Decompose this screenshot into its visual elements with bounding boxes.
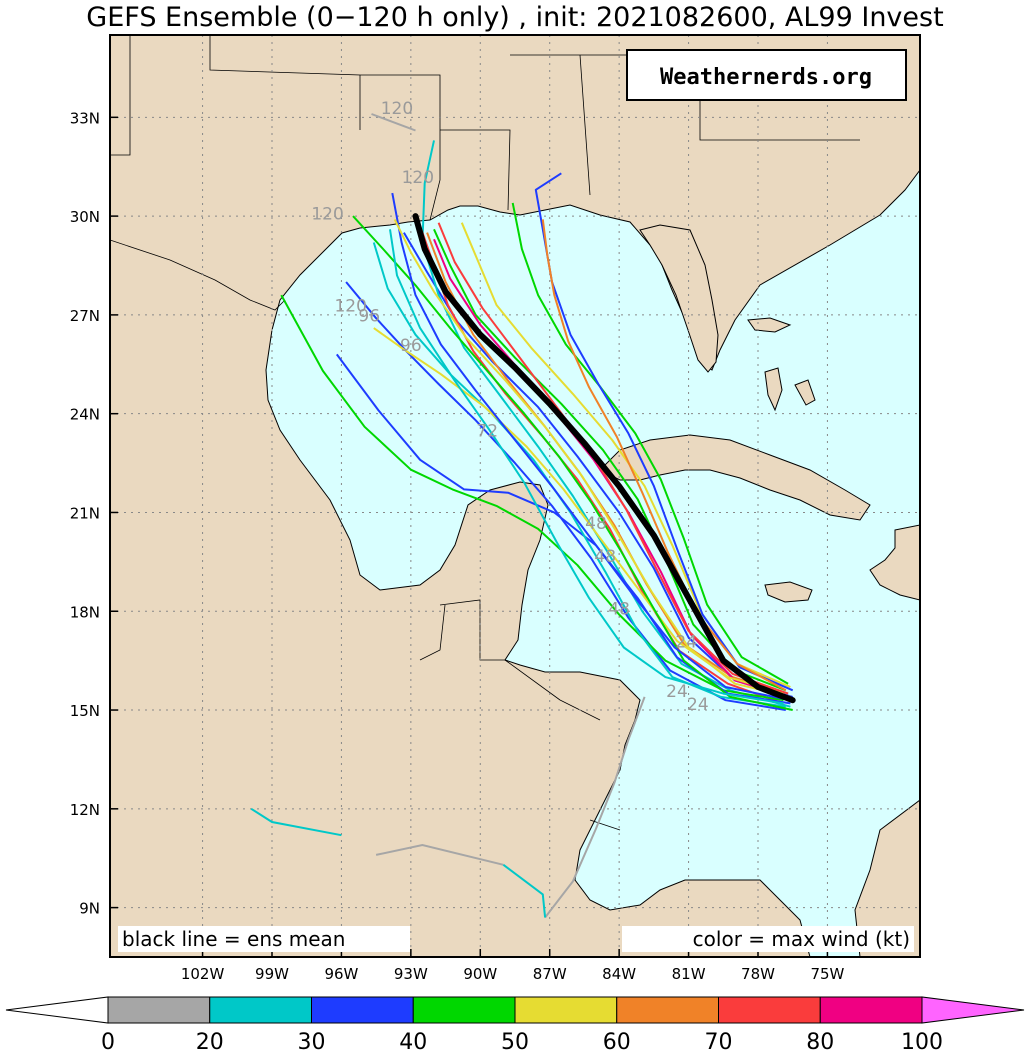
map-frame	[109, 34, 921, 958]
member-track-16	[541, 219, 787, 692]
member-track-8	[280, 294, 784, 702]
lat-label-30N: 30N	[70, 208, 100, 226]
cyan-track-pacific	[250, 807, 342, 837]
member-track-15	[352, 215, 793, 711]
land-bahamas-2	[794, 379, 816, 406]
lon-label-75W: 75W	[810, 965, 844, 983]
colorbar-tick-60: 60	[603, 1030, 631, 1054]
border-us-mexico	[110, 239, 286, 311]
colorbar-bin-30-40	[311, 996, 414, 1024]
member-track-13	[433, 238, 789, 698]
colorbar-tick-70: 70	[705, 1030, 733, 1054]
member-track-17	[391, 192, 791, 702]
lat-label-24N: 24N	[70, 406, 100, 424]
lon-label-90W: 90W	[463, 965, 497, 983]
longitude-labels: 102W 99W 96W 93W 90W 87W 84W 81W 78W 75W	[181, 949, 845, 983]
brand-text: Weathernerds.org	[660, 65, 872, 90]
lat-label-9N: 9N	[79, 900, 100, 918]
gray-track-central-america	[544, 696, 646, 919]
lat-label-21N: 21N	[70, 504, 100, 522]
member-track-3	[433, 228, 787, 692]
colorbar-bin-40-50	[412, 996, 516, 1024]
colorbar-low-extend	[5, 996, 109, 1024]
colorbar-bin-70-80	[718, 996, 821, 1024]
land-hispaniola	[869, 524, 920, 601]
note-right-box: color = max wind (kt)	[622, 926, 914, 952]
lon-label-93W: 93W	[394, 965, 428, 983]
colorbar-bin-20-30	[209, 996, 312, 1024]
land-florida	[639, 224, 719, 373]
member-track-14	[373, 327, 784, 695]
colorbar-tick-30: 30	[298, 1030, 326, 1054]
member-track-10	[511, 202, 789, 685]
colorbar-tick-20: 20	[196, 1030, 224, 1054]
land-bahamas-3	[747, 317, 792, 333]
hour-label-48: 48	[594, 547, 616, 567]
lon-label-78W: 78W	[741, 965, 775, 983]
lon-label-96W: 96W	[324, 965, 358, 983]
lon-label-87W: 87W	[533, 965, 567, 983]
hour-label-24: 24	[687, 695, 709, 715]
land-bahamas-1	[764, 367, 783, 412]
lon-label-99W: 99W	[255, 965, 289, 983]
hour-label-48: 48	[585, 514, 607, 534]
lat-label-27N: 27N	[70, 307, 100, 325]
brand-box: Weathernerds.org	[626, 49, 907, 101]
graticule	[110, 35, 920, 957]
hour-label-120: 120	[381, 99, 413, 119]
colorbar-high-extend	[921, 996, 1025, 1024]
hour-label-72: 72	[476, 422, 498, 442]
hour-label-24: 24	[666, 682, 688, 702]
lat-label-15N: 15N	[70, 702, 100, 720]
gray-track-louisiana	[371, 113, 416, 132]
land-jamaica	[764, 581, 813, 603]
cyan-track-pacific-end	[502, 864, 547, 918]
colorbar-bin-80-100	[819, 996, 923, 1024]
lat-label-18N: 18N	[70, 603, 100, 621]
colorbar-tick-100: 100	[901, 1030, 943, 1054]
lon-label-102W: 102W	[181, 965, 225, 983]
lon-label-81W: 81W	[672, 965, 706, 983]
latitude-labels: 33N 30N 27N 24N 21N 18N 15N 12N 9N	[70, 109, 118, 918]
lon-label-84W: 84W	[602, 965, 636, 983]
hour-label-120: 120	[402, 168, 434, 188]
note-left: black line = ens mean	[122, 927, 346, 951]
land-south-america	[854, 799, 920, 957]
note-right: color = max wind (kt)	[693, 927, 910, 951]
chart-title: GEFS Ensemble (0−120 h only) , init: 202…	[86, 2, 944, 33]
colorbar-bin-60-70	[616, 996, 719, 1024]
hour-label-96: 96	[358, 306, 380, 326]
colorbar-bin-0-20	[107, 996, 211, 1024]
gray-track-pacific	[375, 843, 504, 866]
hour-label-120: 120	[334, 297, 366, 317]
member-track-19	[389, 229, 784, 705]
colorbar: 0 20 30 40 50 60 70 80 100	[5, 996, 1025, 1054]
other-tracks	[250, 113, 646, 919]
ensemble-mean-track	[412, 213, 796, 704]
colorbar-tick-40: 40	[399, 1030, 427, 1054]
colorbar-bin-50-60	[514, 996, 618, 1024]
colorbar-tick-80: 80	[806, 1030, 834, 1054]
member-track-7	[345, 281, 786, 711]
hour-label-96: 96	[400, 336, 422, 356]
hour-label-48: 48	[608, 600, 630, 620]
note-left-box: black line = ens mean	[118, 926, 410, 952]
lat-label-12N: 12N	[70, 801, 100, 819]
colorbar-tick-50: 50	[501, 1030, 529, 1054]
border-states	[110, 35, 860, 221]
member-track-20	[393, 218, 791, 698]
member-track-12	[534, 172, 794, 692]
land-cuba	[599, 434, 871, 521]
hour-label-120: 120	[311, 204, 343, 224]
lat-label-33N: 33N	[70, 109, 100, 127]
colorbar-tick-0: 0	[101, 1030, 115, 1054]
hour-label-24: 24	[675, 632, 697, 652]
